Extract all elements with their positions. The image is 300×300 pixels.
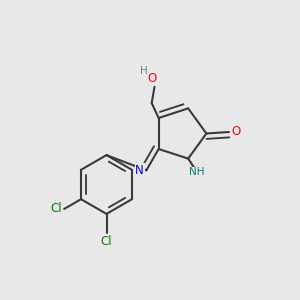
Text: NH: NH: [188, 167, 204, 177]
Text: O: O: [232, 125, 241, 139]
Text: O: O: [147, 72, 156, 85]
Text: Cl: Cl: [51, 202, 62, 215]
Text: Cl: Cl: [101, 235, 112, 248]
Text: H: H: [140, 66, 148, 76]
Text: N: N: [135, 164, 144, 177]
